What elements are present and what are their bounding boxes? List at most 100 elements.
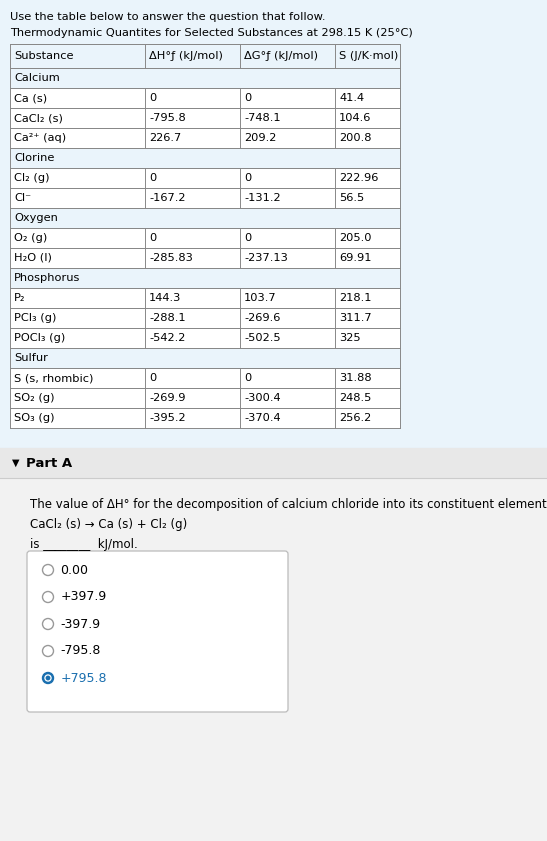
Text: 56.5: 56.5 <box>339 193 364 203</box>
Text: 248.5: 248.5 <box>339 393 371 403</box>
Text: 0: 0 <box>149 233 156 243</box>
Text: 0: 0 <box>149 93 156 103</box>
Text: Phosphorus: Phosphorus <box>14 273 80 283</box>
Text: 69.91: 69.91 <box>339 253 371 263</box>
Text: -502.5: -502.5 <box>244 333 281 343</box>
Text: 226.7: 226.7 <box>149 133 181 143</box>
Text: -542.2: -542.2 <box>149 333 185 343</box>
Text: 0: 0 <box>244 373 251 383</box>
Text: -167.2: -167.2 <box>149 193 185 203</box>
Text: 311.7: 311.7 <box>339 313 371 323</box>
Text: +795.8: +795.8 <box>61 671 107 685</box>
Text: Oxygen: Oxygen <box>14 213 58 223</box>
Bar <box>10 268 400 288</box>
Text: +397.9: +397.9 <box>61 590 107 604</box>
Text: 41.4: 41.4 <box>339 93 364 103</box>
FancyBboxPatch shape <box>27 551 288 712</box>
Text: SO₂ (g): SO₂ (g) <box>14 393 55 403</box>
Text: Use the table below to answer the question that follow.: Use the table below to answer the questi… <box>10 12 325 22</box>
Text: 0: 0 <box>244 93 251 103</box>
Text: 0: 0 <box>244 173 251 183</box>
Text: 0: 0 <box>149 373 156 383</box>
Bar <box>10 348 400 368</box>
Text: -748.1: -748.1 <box>244 113 281 123</box>
Text: is ________  kJ/mol.: is ________ kJ/mol. <box>30 538 138 551</box>
Text: 0.00: 0.00 <box>61 563 89 576</box>
Bar <box>10 148 400 168</box>
Text: CaCl₂ (s): CaCl₂ (s) <box>14 113 63 123</box>
Text: Calcium: Calcium <box>14 73 60 83</box>
Text: H₂O (l): H₂O (l) <box>14 253 52 263</box>
Text: -237.13: -237.13 <box>244 253 288 263</box>
Bar <box>10 128 400 148</box>
Text: 325: 325 <box>339 333 360 343</box>
Text: -795.8: -795.8 <box>61 644 101 658</box>
Bar <box>10 88 400 108</box>
Text: ΔG°ƒ (kJ/mol): ΔG°ƒ (kJ/mol) <box>244 51 318 61</box>
Text: -795.8: -795.8 <box>149 113 186 123</box>
Text: 222.96: 222.96 <box>339 173 379 183</box>
Bar <box>10 108 400 128</box>
Bar <box>10 188 400 208</box>
Text: S (s, rhombic): S (s, rhombic) <box>14 373 94 383</box>
Text: Part A: Part A <box>26 457 72 469</box>
Text: 0: 0 <box>149 173 156 183</box>
Text: ΔH°ƒ (kJ/mol): ΔH°ƒ (kJ/mol) <box>149 51 223 61</box>
Text: 104.6: 104.6 <box>339 113 371 123</box>
Text: 103.7: 103.7 <box>244 293 277 303</box>
Text: SO₃ (g): SO₃ (g) <box>14 413 55 423</box>
Text: -395.2: -395.2 <box>149 413 185 423</box>
Text: Clorine: Clorine <box>14 153 54 163</box>
Text: -300.4: -300.4 <box>244 393 281 403</box>
Text: -269.9: -269.9 <box>149 393 185 403</box>
Bar <box>10 208 400 228</box>
Text: -269.6: -269.6 <box>244 313 281 323</box>
Bar <box>10 228 400 248</box>
Text: POCl₃ (g): POCl₃ (g) <box>14 333 65 343</box>
Text: Cl⁻: Cl⁻ <box>14 193 31 203</box>
Text: 209.2: 209.2 <box>244 133 276 143</box>
Bar <box>10 368 400 388</box>
Text: 200.8: 200.8 <box>339 133 371 143</box>
Bar <box>10 168 400 188</box>
Text: -285.83: -285.83 <box>149 253 193 263</box>
Bar <box>10 308 400 328</box>
Bar <box>10 388 400 408</box>
Text: Substance: Substance <box>14 51 73 61</box>
Text: CaCl₂ (s) → Ca (s) + Cl₂ (g): CaCl₂ (s) → Ca (s) + Cl₂ (g) <box>30 518 187 531</box>
Bar <box>0 448 547 841</box>
Text: P₂: P₂ <box>14 293 26 303</box>
Text: Cl₂ (g): Cl₂ (g) <box>14 173 49 183</box>
Text: 256.2: 256.2 <box>339 413 371 423</box>
Text: Ca²⁺ (aq): Ca²⁺ (aq) <box>14 133 66 143</box>
Text: Sulfur: Sulfur <box>14 353 48 363</box>
Bar <box>10 68 400 88</box>
Circle shape <box>46 676 50 680</box>
Bar <box>10 44 400 68</box>
Text: PCl₃ (g): PCl₃ (g) <box>14 313 56 323</box>
Bar <box>10 328 400 348</box>
Text: -397.9: -397.9 <box>61 617 101 631</box>
Text: S (J/K·mol): S (J/K·mol) <box>339 51 398 61</box>
Bar <box>10 248 400 268</box>
Text: 31.88: 31.88 <box>339 373 371 383</box>
Text: ▼: ▼ <box>12 458 20 468</box>
Text: 144.3: 144.3 <box>149 293 182 303</box>
Text: -370.4: -370.4 <box>244 413 281 423</box>
Circle shape <box>43 618 54 630</box>
Text: -288.1: -288.1 <box>149 313 185 323</box>
Circle shape <box>43 673 54 684</box>
Text: Thermodynamic Quantites for Selected Substances at 298.15 K (25°C): Thermodynamic Quantites for Selected Sub… <box>10 28 413 38</box>
Text: 0: 0 <box>244 233 251 243</box>
Text: The value of ΔH° for the decomposition of calcium chloride into its constituent : The value of ΔH° for the decomposition o… <box>30 498 547 511</box>
Bar <box>10 288 400 308</box>
Circle shape <box>43 591 54 602</box>
Text: O₂ (g): O₂ (g) <box>14 233 47 243</box>
Circle shape <box>43 564 54 575</box>
Text: 205.0: 205.0 <box>339 233 371 243</box>
Bar <box>0 448 547 478</box>
Bar <box>10 408 400 428</box>
Text: -131.2: -131.2 <box>244 193 281 203</box>
Circle shape <box>43 646 54 657</box>
Text: 218.1: 218.1 <box>339 293 371 303</box>
